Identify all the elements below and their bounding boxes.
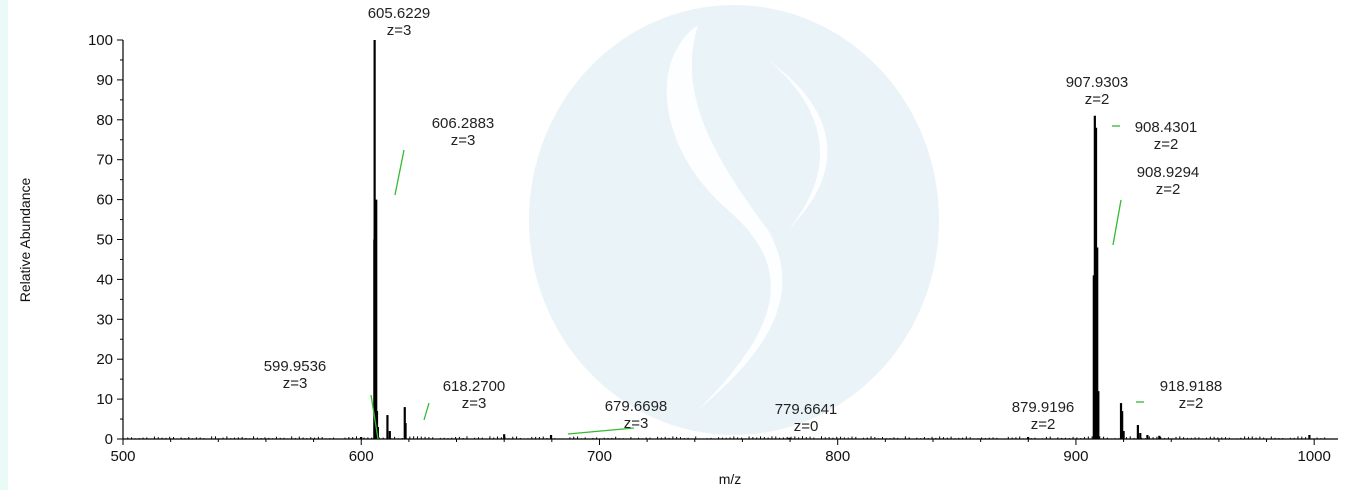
peak-mass-label: 618.2700 [443, 378, 506, 395]
peak-mass-label: 779.6641 [775, 401, 838, 418]
chart-frame: 500 600 700 800 900 1000 0 10 20 30 40 50 60 70 80 90 10… [8, 0, 1363, 490]
annotation-leader-line [423, 402, 430, 421]
peak-mass-label: 606.2883 [432, 115, 495, 132]
x-tick-label: 700 [587, 448, 612, 465]
mass-spectrum-chart: 500 600 700 800 900 1000 0 10 20 30 40 50 60 70 80 90 10… [17, 5, 1338, 487]
y-tick-label: 100 [88, 32, 113, 49]
x-tick-label: 1000 [1297, 448, 1330, 465]
annotation-leader-line [394, 149, 405, 196]
x-axis-title: m/z [719, 471, 742, 487]
x-tick-label: 900 [1063, 448, 1088, 465]
peak-charge-label: z=2 [1179, 395, 1204, 412]
y-tick-label: 10 [96, 391, 113, 408]
annotation-leader-line [1112, 199, 1122, 246]
y-tick-label: 60 [96, 192, 113, 209]
peak-charge-label: z=0 [794, 418, 819, 435]
peak-mass-label: 918.9188 [1160, 378, 1223, 395]
annotation-leader-line [567, 427, 635, 435]
peak-charge-label: z=2 [1154, 136, 1179, 153]
watermark-ellipse [529, 5, 939, 435]
peak-charge-label: z=2 [1156, 181, 1181, 198]
peak-mass-label: 908.4301 [1135, 119, 1198, 136]
watermark-swirl [666, 25, 783, 410]
y-tick-label: 30 [96, 311, 113, 328]
peak-mass-label: 605.6229 [368, 5, 431, 22]
y-tick-label: 80 [96, 112, 113, 129]
y-tick-label: 70 [96, 152, 113, 169]
peak-charge-label: z=3 [462, 395, 487, 412]
y-tick-label: 50 [96, 232, 113, 249]
peak-charge-label: z=2 [1031, 416, 1056, 433]
peak-charge-label: z=3 [451, 132, 476, 149]
y-axis-title: Relative Abundance [17, 178, 33, 303]
peak-mass-label: 907.9303 [1066, 74, 1129, 91]
y-tick-label: 20 [96, 351, 113, 368]
y-tick-label: 90 [96, 72, 113, 89]
peak-charge-label: z=3 [283, 375, 308, 392]
watermark-logo [529, 5, 939, 435]
peak-mass-label: 908.9294 [1137, 164, 1200, 181]
peak-mass-label: 599.9536 [264, 358, 327, 375]
x-tick-label: 800 [825, 448, 850, 465]
peak-mass-label: 679.6698 [605, 398, 668, 415]
spectrum-bars [127, 40, 1326, 439]
y-tick-label: 0 [105, 431, 113, 448]
annotation-leader-line [370, 394, 379, 440]
x-tick-label: 600 [349, 448, 374, 465]
annotation-leaders [370, 125, 1144, 440]
peak-charge-label: z=3 [624, 415, 649, 432]
peak-mass-label: 879.9196 [1012, 399, 1075, 416]
x-tick-label: 500 [110, 448, 135, 465]
y-tick-label: 40 [96, 271, 113, 288]
peak-charge-label: z=3 [387, 22, 412, 39]
peak-charge-label: z=2 [1085, 91, 1110, 108]
